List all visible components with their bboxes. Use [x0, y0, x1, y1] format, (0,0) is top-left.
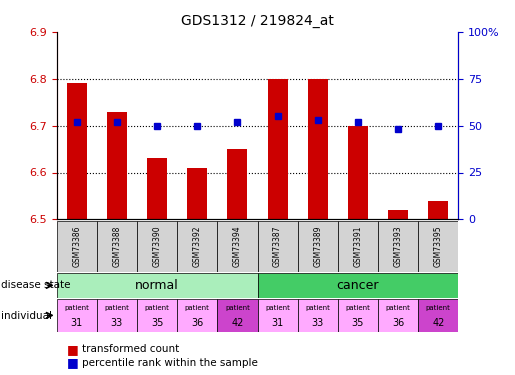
Bar [258, 299, 298, 332]
Text: GSM73394: GSM73394 [233, 226, 242, 267]
Text: 42: 42 [432, 318, 444, 328]
Bar [388, 210, 408, 219]
Bar [348, 126, 368, 219]
Bar [57, 221, 97, 272]
Bar [147, 159, 167, 219]
Bar [137, 221, 177, 272]
Bar [418, 299, 458, 332]
Text: patient: patient [305, 305, 330, 311]
Text: GSM73387: GSM73387 [273, 226, 282, 267]
Bar [97, 299, 137, 332]
Text: GSM73390: GSM73390 [152, 226, 162, 267]
Text: patient: patient [265, 305, 290, 311]
Bar [137, 299, 177, 332]
Text: GSM73388: GSM73388 [112, 226, 122, 267]
Text: 36: 36 [191, 318, 203, 328]
Bar [418, 221, 458, 272]
Bar [57, 273, 258, 298]
Text: patient: patient [64, 305, 89, 311]
Text: 42: 42 [231, 318, 244, 328]
Text: ■: ■ [67, 357, 79, 369]
Bar [177, 221, 217, 272]
Bar [97, 221, 137, 272]
Text: cancer: cancer [337, 279, 379, 292]
Text: ■: ■ [67, 343, 79, 356]
Text: normal: normal [135, 279, 179, 292]
Bar [298, 221, 338, 272]
Text: GSM73393: GSM73393 [393, 226, 403, 267]
Text: 35: 35 [352, 318, 364, 328]
Text: patient: patient [185, 305, 210, 311]
Text: patient: patient [105, 305, 129, 311]
Text: GSM73395: GSM73395 [434, 226, 443, 267]
Bar [268, 79, 287, 219]
Title: GDS1312 / 219824_at: GDS1312 / 219824_at [181, 14, 334, 28]
Bar [57, 299, 97, 332]
Text: patient: patient [426, 305, 451, 311]
Text: 35: 35 [151, 318, 163, 328]
Text: 33: 33 [111, 318, 123, 328]
Text: disease state: disease state [1, 280, 71, 290]
Bar [308, 79, 328, 219]
Text: GSM73389: GSM73389 [313, 226, 322, 267]
Text: 31: 31 [71, 318, 83, 328]
Text: patient: patient [386, 305, 410, 311]
Bar [258, 273, 458, 298]
Bar [378, 221, 418, 272]
Text: patient: patient [346, 305, 370, 311]
Bar [177, 299, 217, 332]
Bar [298, 299, 338, 332]
Bar [338, 299, 378, 332]
Text: 31: 31 [271, 318, 284, 328]
Bar [228, 149, 248, 219]
Bar [428, 201, 448, 219]
Text: 33: 33 [312, 318, 324, 328]
Bar [187, 168, 208, 219]
Text: GSM73392: GSM73392 [193, 226, 202, 267]
Bar [217, 299, 258, 332]
Bar [107, 111, 127, 219]
Bar [258, 221, 298, 272]
Text: patient: patient [145, 305, 169, 311]
Bar [378, 299, 418, 332]
Text: transformed count: transformed count [82, 345, 180, 354]
Bar [338, 221, 378, 272]
Text: GSM73386: GSM73386 [72, 226, 81, 267]
Text: percentile rank within the sample: percentile rank within the sample [82, 358, 259, 368]
Text: patient: patient [225, 305, 250, 311]
Bar [217, 221, 258, 272]
Text: individual: individual [1, 311, 52, 321]
Bar [66, 84, 87, 219]
Text: 36: 36 [392, 318, 404, 328]
Text: GSM73391: GSM73391 [353, 226, 363, 267]
